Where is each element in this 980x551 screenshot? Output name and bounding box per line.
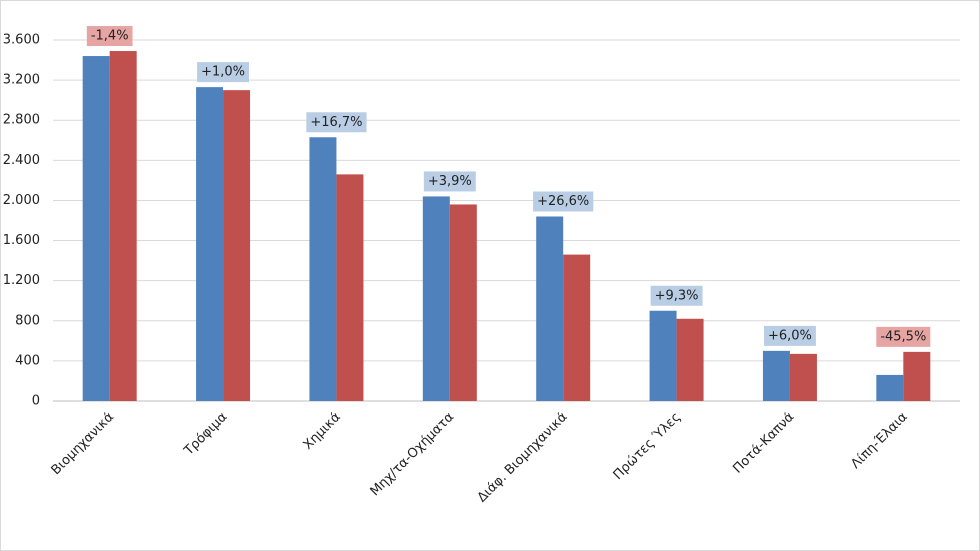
y-tick-label: 1.600 [3,233,40,248]
bar [223,90,251,401]
bar [309,137,337,401]
y-tick-label: 2.000 [3,193,40,208]
change-label-text: -1,4% [91,29,129,44]
change-label-box [86,26,133,47]
bar [876,374,904,401]
change-label-box [650,285,703,306]
change-label-text: +26,6% [537,194,589,209]
bar [82,56,110,402]
change-label-box [876,326,931,347]
bar [676,318,704,401]
bar [762,350,790,401]
change-label: +16,7% [306,112,367,133]
change-label: +3,9% [423,171,476,192]
change-label: -45,5% [876,326,931,347]
y-tick-label: 2.400 [3,153,40,168]
change-label-box [533,191,594,212]
bar [649,310,677,401]
y-tick-label: 3.600 [3,33,40,48]
change-label-text: +3,9% [428,174,472,189]
change-label-box [306,112,367,133]
bar [336,174,364,401]
y-tick-label: 1.200 [3,273,40,288]
y-tick-label: 3.200 [3,73,40,88]
y-tick-label: 0 [32,394,40,409]
change-label-box [763,325,816,346]
bar [422,196,450,401]
bar [903,351,931,401]
change-label: +1,0% [197,62,250,83]
y-tick-label: 2.800 [3,113,40,128]
change-label: +9,3% [650,285,703,306]
bar [196,87,224,401]
bar [536,216,564,401]
bar [789,353,817,401]
change-label: -1,4% [86,26,133,47]
change-label-text: +9,3% [655,288,699,303]
change-label-text: -45,5% [880,329,926,344]
change-label: +26,6% [533,191,594,212]
bar [563,254,591,401]
change-label-text: +16,7% [310,115,362,130]
change-label-text: +1,0% [201,65,245,80]
change-label-box [197,62,250,83]
change-label-box [423,171,476,192]
y-tick-label: 800 [15,313,40,328]
bar [449,204,477,401]
change-label: +6,0% [763,325,816,346]
y-tick-label: 400 [15,353,40,368]
change-label-text: +6,0% [768,328,812,343]
bar [109,51,137,402]
